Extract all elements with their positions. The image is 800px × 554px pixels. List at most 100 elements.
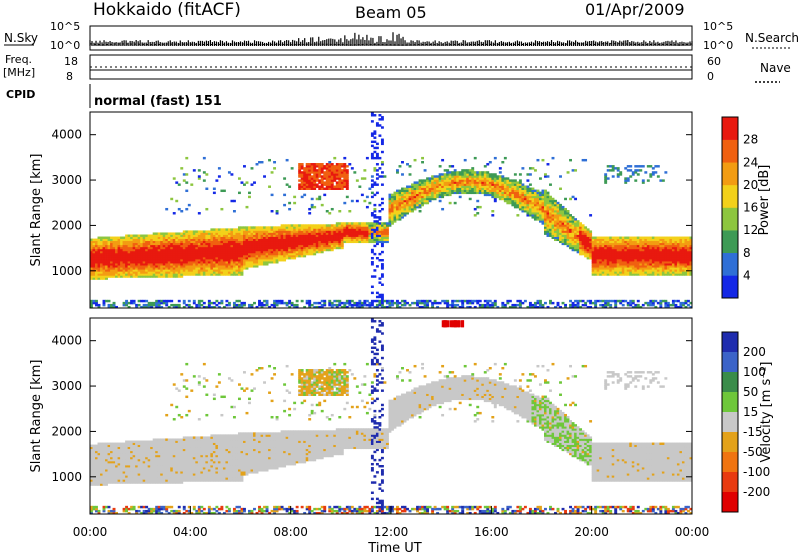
power-cell: [579, 236, 583, 239]
power-cell: [398, 165, 402, 168]
power-cell: [581, 242, 585, 246]
power-cell: [205, 263, 209, 266]
power-cell: [413, 158, 417, 162]
power-cell: [157, 301, 161, 305]
power-cell: [248, 305, 251, 309]
power-cell: [428, 299, 432, 303]
power-cell: [574, 236, 578, 239]
power-cell: [403, 203, 407, 207]
power-cell: [355, 224, 359, 227]
power-cell: [110, 271, 113, 274]
power-cell: [160, 238, 164, 242]
power-cell: [323, 228, 327, 231]
power-cell: [589, 234, 593, 237]
power-cell: [403, 195, 407, 199]
power-cell: [280, 256, 284, 260]
power-cell: [300, 187, 304, 190]
power-cell: [438, 189, 442, 193]
power-cell: [493, 183, 497, 186]
power-cell: [576, 238, 580, 242]
power-cell: [446, 175, 450, 178]
nsearch-tick-high: 10^5: [703, 20, 733, 33]
power-cell: [202, 234, 206, 237]
power-cell: [446, 301, 450, 305]
power-cell: [270, 259, 274, 262]
power-cell: [250, 246, 254, 250]
power-cell: [290, 228, 294, 231]
power-cell: [503, 156, 507, 160]
power-cell: [536, 299, 540, 303]
power-cell: [310, 171, 314, 174]
power-cell: [227, 232, 231, 235]
power-cell: [380, 283, 384, 286]
power-cell: [313, 242, 317, 246]
power-cell: [483, 179, 487, 182]
power-cell: [273, 246, 277, 250]
power-cell: [320, 303, 324, 307]
power-cell: [604, 273, 608, 276]
power-cell: [182, 240, 186, 244]
power-cell: [250, 232, 254, 235]
power-cell: [120, 273, 124, 276]
power-cell: [528, 207, 532, 211]
power-cell: [451, 187, 455, 190]
power-cell: [250, 248, 254, 252]
power-cell: [177, 234, 181, 237]
power-cell: [132, 234, 136, 237]
power-cell: [207, 259, 211, 262]
freq-unit: [MHz]: [3, 66, 35, 79]
power-cell: [391, 218, 394, 221]
power-cell: [107, 259, 111, 262]
power-cell: [165, 232, 169, 235]
power-cell: [230, 250, 234, 254]
power-cell: [182, 269, 186, 272]
power-cell: [308, 236, 312, 239]
power-cell: [197, 236, 201, 239]
power-cell: [308, 248, 312, 252]
power-cell: [140, 267, 144, 270]
power-cell: [313, 177, 317, 180]
power-cell: [411, 199, 414, 203]
power-cell: [363, 177, 367, 180]
power-cell: [380, 138, 384, 141]
power-cell: [360, 305, 364, 309]
power-cell: [476, 199, 480, 203]
power-cell: [180, 256, 184, 260]
power-cell: [182, 305, 186, 309]
power-cell: [330, 226, 334, 229]
power-cell: [438, 179, 442, 182]
power-cell: [333, 185, 337, 188]
power-cell: [360, 303, 364, 307]
power-cell: [385, 305, 389, 309]
power-cell: [170, 271, 174, 274]
power-cell: [375, 230, 379, 233]
power-cell: [528, 167, 532, 170]
power-cell: [513, 199, 517, 203]
power-cell: [298, 242, 302, 246]
power-cell: [165, 256, 169, 260]
power-cell: [486, 305, 490, 309]
power-cell: [150, 234, 154, 237]
power-cell: [210, 236, 214, 239]
power-cell: [355, 226, 359, 229]
power-cell: [388, 220, 392, 223]
power-cell: [248, 246, 251, 250]
power-cell: [160, 271, 164, 274]
power-cell: [408, 203, 412, 207]
power-cell: [142, 238, 146, 242]
power-cell: [566, 218, 570, 221]
power-cell: [200, 246, 204, 250]
power-cell: [195, 244, 199, 248]
power-cell: [611, 299, 615, 303]
power-cell: [416, 197, 419, 201]
power-cell: [212, 301, 216, 305]
power-cell: [443, 299, 447, 303]
power-cell: [556, 303, 560, 307]
power-cell: [202, 301, 206, 305]
power-cell: [273, 234, 277, 237]
power-cell: [268, 234, 271, 237]
power-cell: [538, 201, 542, 205]
power-cell: [318, 167, 322, 170]
power-cell: [258, 248, 261, 252]
